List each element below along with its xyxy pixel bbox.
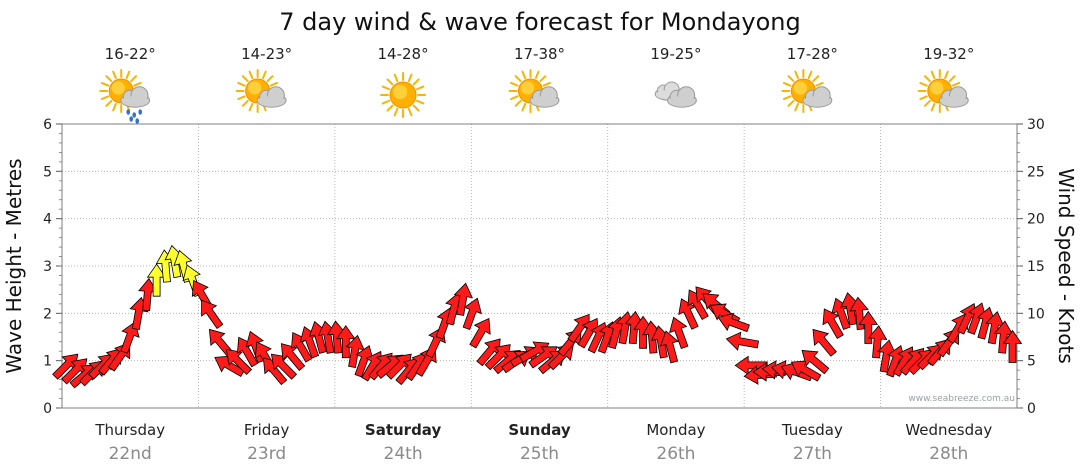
y-tick-label: 2	[43, 306, 52, 322]
wind-arrow	[801, 349, 830, 375]
y-axis-label: Wave Height - Metres	[2, 158, 26, 373]
day-labels: Thursday 22nd Friday 23rd Saturday 24th Sunday…	[94, 421, 992, 464]
y2-tick-label: 0	[1027, 401, 1036, 417]
y2-tick-label: 10	[1027, 306, 1045, 322]
day-name: Wednesday	[905, 421, 992, 439]
sun-cloud-rain-icon	[99, 69, 151, 124]
day-name: Monday	[646, 421, 705, 439]
day-date: 22nd	[109, 444, 152, 464]
y-tick-label: 4	[43, 212, 52, 228]
day-name: Friday	[244, 421, 290, 439]
day-temp-range: 17-38°	[514, 45, 565, 63]
day-name: Thursday	[94, 421, 165, 439]
weather-icons	[99, 69, 969, 124]
right-axis: 0 5 10 15 20 25 30	[1017, 117, 1045, 417]
y-tick-label: 1	[43, 354, 52, 370]
cloud-icon	[654, 81, 697, 108]
sun-cloud-icon	[235, 69, 287, 113]
wind-arrow	[462, 297, 482, 331]
y2-tick-label: 20	[1027, 212, 1045, 228]
grid	[62, 124, 1017, 408]
wind-arrow	[453, 282, 473, 316]
wind-arrow	[725, 331, 760, 351]
sun-cloud-icon	[781, 69, 833, 113]
day-temp-range: 14-23°	[241, 45, 292, 63]
day-temp-range: 16-22°	[105, 45, 156, 63]
wind-arrow	[717, 312, 750, 333]
y2-tick-label: 15	[1027, 259, 1045, 275]
credit-text: www.seabreeze.com.au	[908, 394, 1015, 404]
day-date: 25th	[520, 444, 559, 464]
wind-arrow	[669, 316, 689, 350]
wind-arrow	[1002, 329, 1023, 363]
day-name: Sunday	[508, 421, 571, 439]
y-tick-label: 6	[43, 117, 52, 133]
wind-arrow	[822, 308, 844, 339]
wind-arrow	[858, 310, 879, 344]
wind-arrow	[270, 353, 298, 380]
y-tick-label: 0	[43, 401, 52, 417]
left-axis: 0 1 2 3 4 5 6	[43, 117, 62, 417]
day-date: 24th	[384, 444, 423, 464]
wind-arrow	[678, 298, 699, 330]
y2-axis-label: Wind Speed - Knots	[1054, 168, 1078, 364]
wind-arrow	[201, 299, 224, 329]
wind-arrows	[52, 244, 1023, 389]
sun-cloud-icon	[508, 69, 560, 113]
day-date: 26th	[656, 444, 695, 464]
day-date: 23rd	[247, 444, 286, 464]
temperature-labels: 16-22° 14-23° 14-28° 17-38° 19-25° 17-28° 19-3…	[105, 45, 975, 63]
day-name: Saturday	[365, 421, 442, 439]
wind-arrow	[812, 328, 837, 357]
wind-arrow	[659, 330, 679, 364]
day-date: 27th	[793, 444, 832, 464]
sun-icon	[380, 72, 427, 118]
day-name: Tuesday	[781, 421, 843, 439]
wind-arrow	[867, 325, 888, 359]
day-temp-range: 19-25°	[650, 45, 701, 63]
day-temp-range: 14-28°	[378, 45, 429, 63]
chart-title: 7 day wind & wave forecast for Mondayong	[279, 8, 801, 36]
day-date: 28th	[929, 444, 968, 464]
y-tick-label: 3	[43, 259, 52, 275]
day-temp-range: 19-32°	[923, 45, 974, 63]
wind-arrow	[225, 348, 253, 376]
day-temp-range: 17-28°	[787, 45, 838, 63]
wind-arrow	[280, 343, 306, 371]
y2-tick-label: 5	[1027, 354, 1036, 370]
sun-cloud-icon	[917, 69, 969, 113]
wind-arrow	[469, 317, 491, 349]
y-tick-label: 5	[43, 164, 52, 180]
y2-tick-label: 25	[1027, 164, 1045, 180]
y2-tick-label: 30	[1027, 117, 1045, 133]
wind-arrow	[120, 321, 140, 354]
